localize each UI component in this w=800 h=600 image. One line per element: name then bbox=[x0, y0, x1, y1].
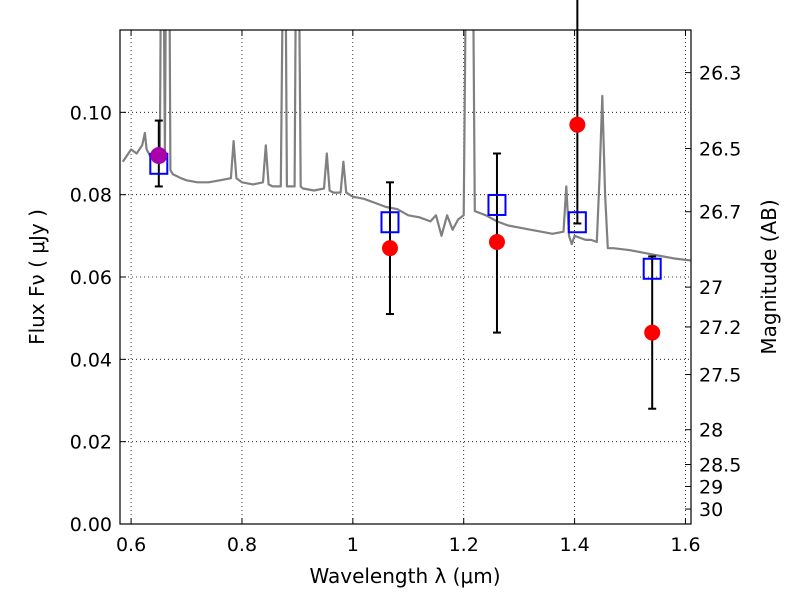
observed-flux-point bbox=[488, 234, 505, 251]
mag-tick-label: 26.3 bbox=[699, 63, 741, 85]
plot-frame bbox=[119, 29, 692, 525]
mag-tick-label: 30 bbox=[699, 499, 723, 521]
x-tick-label: 1.2 bbox=[449, 534, 479, 556]
x-axis-label: Wavelength λ (μm) bbox=[309, 564, 500, 588]
observed-flux-point bbox=[381, 240, 398, 257]
error-bars bbox=[154, 0, 657, 410]
model-photometry-square bbox=[487, 193, 507, 216]
mag-tick-label: 28 bbox=[699, 420, 723, 442]
markers bbox=[149, 116, 662, 341]
y-tick-label: 0.02 bbox=[70, 432, 112, 454]
y-tick-label: 0.06 bbox=[70, 267, 112, 289]
model-spectrum-line bbox=[121, 30, 691, 262]
mag-tick-label: 26.5 bbox=[699, 139, 741, 161]
grid-lines bbox=[120, 30, 691, 525]
y-tick-label: 0.08 bbox=[70, 185, 112, 207]
y-axis-label: Flux Fν ( μJy ) bbox=[25, 209, 49, 345]
y2-axis-label: Magnitude (AB) bbox=[757, 199, 781, 354]
x-tick-label: 1.6 bbox=[670, 534, 700, 556]
x-tick-label: 0.6 bbox=[116, 534, 146, 556]
model-photometry-square bbox=[567, 211, 587, 234]
y-tick-label: 0.00 bbox=[70, 514, 112, 536]
mag-tick-label: 27.2 bbox=[699, 317, 741, 339]
observed-flux-point bbox=[644, 324, 661, 341]
mag-tick-label: 26.7 bbox=[699, 202, 741, 224]
mag-tick-label: 27 bbox=[699, 277, 723, 299]
plot-data bbox=[121, 30, 691, 262]
y-tick-label: 0.10 bbox=[70, 102, 112, 124]
axis-ticks: 0.6 0.8 1 1.2 1.4 1.6 0.00 0.02 0.04 0.06 0.08 0.10… bbox=[70, 30, 741, 556]
y-tick-label: 0.04 bbox=[70, 349, 112, 371]
mag-tick-label: 27.5 bbox=[699, 365, 741, 387]
mag-tick-label: 29 bbox=[699, 476, 723, 498]
highlight-point bbox=[150, 147, 168, 165]
model-photometry-square bbox=[642, 257, 662, 280]
x-tick-label: 1 bbox=[347, 534, 359, 556]
observed-flux-point bbox=[569, 116, 586, 133]
x-tick-label: 0.8 bbox=[227, 534, 257, 556]
mag-tick-label: 28.5 bbox=[699, 454, 741, 476]
x-tick-label: 1.4 bbox=[559, 534, 589, 556]
model-photometry-square bbox=[380, 211, 400, 234]
